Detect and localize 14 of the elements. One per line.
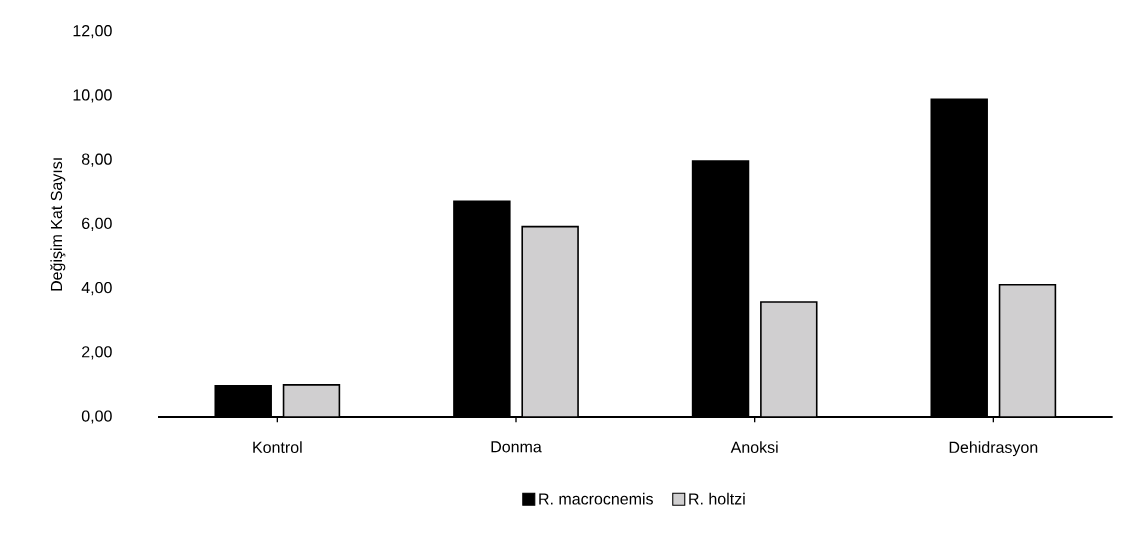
legend-label: R. holtzi xyxy=(689,492,745,505)
x-tick-label: Kontrol xyxy=(253,441,302,454)
y-tick-label: 8,00 xyxy=(81,153,112,167)
y-tick-label: 10,00 xyxy=(73,89,112,103)
y-tick-label: 2,00 xyxy=(82,346,112,360)
y-tick-label: 0,00 xyxy=(81,410,112,424)
y-tick-label: 4,00 xyxy=(81,281,112,296)
x-tick-label: Anoksi xyxy=(730,441,778,454)
y-tick-label: 6,00 xyxy=(82,217,112,231)
x-tick-label: Donma xyxy=(491,441,542,453)
legend-label: R. macrocnemis xyxy=(539,492,653,505)
x-tick-label: Dehidrasyon xyxy=(949,441,1038,457)
y-axis-title: Değişim Kat Sayısı xyxy=(50,158,66,291)
y-tick-label: 12,00 xyxy=(73,25,112,39)
